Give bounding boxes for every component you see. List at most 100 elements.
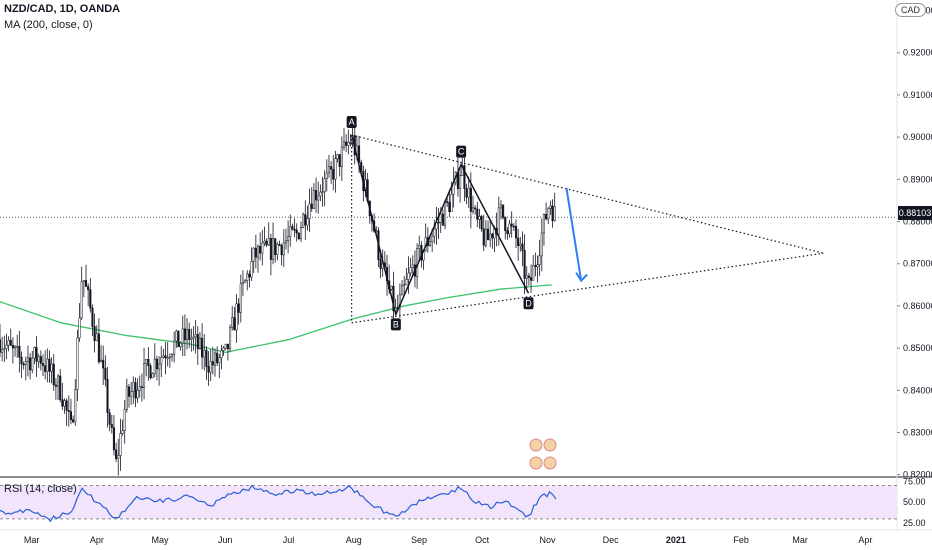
rsi-pane[interactable] [0,484,897,523]
ma-legend[interactable]: MA (200, close, 0) [4,19,93,31]
candle-body [349,142,352,144]
candle-body [433,228,436,237]
candle-body [50,363,53,372]
candle-body [315,190,318,201]
candle-body [147,359,150,366]
candle-body [216,352,219,364]
candle-body [201,337,204,358]
currency-badge[interactable]: CAD [894,3,926,17]
candle-body [65,400,68,411]
candle-body [439,213,442,223]
candle-body [84,280,88,287]
candle-body [1,348,4,353]
point-label-text: D [525,298,532,308]
candle-body [188,329,191,340]
candle-body [536,264,539,268]
candle-body [252,247,255,262]
candle-body [469,187,472,212]
candle-body [162,355,165,358]
candle-body [474,207,477,210]
candle-body [224,343,227,349]
symbol-legend[interactable]: NZD/CAD, 1D, OANDA [4,3,121,15]
candle-body [340,146,343,167]
candle-body [29,357,32,371]
candle-body [213,352,217,366]
candle-body [276,244,279,256]
candle-body [237,303,240,313]
candle-body [342,141,346,148]
candle-body [158,363,161,370]
candles[interactable] [0,122,556,476]
candle-body [69,411,73,420]
candle-body [160,357,163,365]
candle-body [504,217,507,231]
candle-body [540,232,543,257]
candle-body [106,379,109,413]
grid [0,0,932,531]
candle-body [323,178,326,192]
candle-body [401,284,404,296]
candle-body [59,375,62,400]
candle-body [110,424,113,428]
candle-body [319,191,322,197]
candle-body [24,361,27,365]
candle-body [489,233,492,241]
candle-body [551,205,554,222]
candle-body [41,363,45,366]
x-tick-label: Jul [283,535,295,545]
harmonic-pattern: A B C D [346,116,824,331]
candle-body [327,166,330,174]
candle-body [190,337,193,340]
candle-body [499,204,502,209]
x-tick-label: Feb [733,535,749,545]
candle-body [280,244,283,256]
candle-body [347,142,350,146]
candle-body [269,238,272,260]
candle-body [471,207,475,212]
x-tick-label: Apr [858,535,872,545]
candle-body [166,357,169,359]
candle-body [332,168,335,180]
candle-body [287,236,290,241]
candle-body [220,350,223,359]
candle-body [231,317,234,328]
x-tick-label: Nov [539,535,556,545]
candle-body [246,273,249,281]
candle-body [18,345,21,358]
rsi-legend[interactable]: RSI (14, close) [4,483,77,495]
candle-body [181,328,184,344]
candle-body [244,280,247,283]
candle-body [497,207,500,235]
triangle-lower-line [351,252,824,324]
candle-body [508,223,511,234]
candle-body [437,221,440,224]
rsi-tick-label: 25.00 [903,518,926,528]
down-arrow-shaft [565,187,583,281]
candle-body [46,358,49,372]
point-badge [346,116,357,129]
candle-body [304,214,307,226]
candle-body [480,216,483,230]
candle-body [330,166,333,170]
candle-body [132,382,135,392]
candle-body [345,141,348,146]
candle-body [525,275,528,279]
candle-body [250,261,253,278]
candle-body [491,233,494,239]
candle-body [112,427,116,451]
reaction-stickers [529,438,557,470]
candle-body [7,340,10,346]
point-badge [523,297,534,310]
candle-body [179,342,182,348]
candle-body [0,339,2,353]
candle-body [196,334,199,349]
candle-body [233,317,236,331]
candle-body [549,205,552,209]
candle-body [145,359,148,364]
candle-body [484,228,487,246]
candle-body [198,337,201,349]
